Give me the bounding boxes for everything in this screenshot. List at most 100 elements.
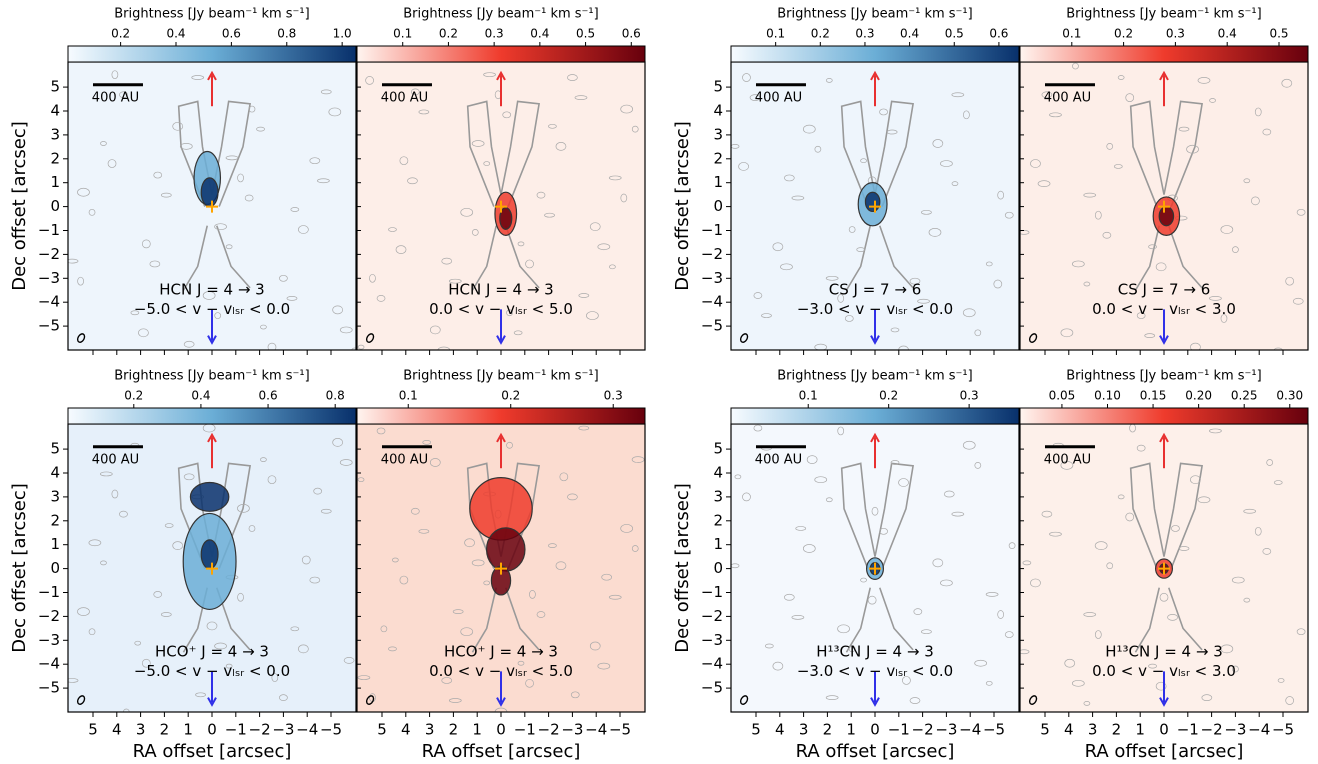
- noise-contour: [742, 492, 751, 502]
- outflow-contour: [845, 587, 872, 653]
- noise-contour: [597, 662, 611, 670]
- noise-contour: [290, 626, 300, 632]
- noise-contour: [825, 497, 833, 503]
- scale-bar-label: 400 AU: [92, 452, 139, 467]
- noise-contour: [357, 477, 365, 483]
- noise-contour: [418, 109, 430, 115]
- scale-bar-label: 400 AU: [755, 90, 802, 105]
- noise-contour: [940, 160, 953, 167]
- noise-contour: [913, 608, 923, 615]
- noise-contour: [172, 121, 184, 131]
- source-marker: [495, 562, 507, 575]
- line-label: HCO⁺ J = 4 → 3: [155, 643, 269, 661]
- noise-contour: [791, 615, 805, 620]
- noise-contour: [1106, 143, 1114, 150]
- outflow-contour: [216, 225, 251, 289]
- x-tick-label: −5: [1272, 721, 1294, 739]
- noise-contour: [1155, 262, 1167, 272]
- noise-contour: [448, 278, 462, 284]
- noise-contour: [77, 607, 90, 616]
- colorbar: [730, 45, 1020, 63]
- emission-blob: [499, 207, 513, 230]
- panel: 400 AU CS J = 7 → 60.0 < v − vₗₛᵣ < 3.0: [1020, 62, 1308, 350]
- noise-contour: [1060, 328, 1074, 338]
- colorbar: [356, 45, 646, 63]
- noise-contour: [1190, 342, 1201, 350]
- colorbar-tick-label: 0.8: [326, 389, 345, 403]
- noise-contour: [932, 139, 944, 148]
- y-tick-label: −4: [38, 293, 60, 311]
- noise-contour: [506, 441, 513, 449]
- noise-contour: [111, 489, 119, 499]
- noise-contour: [890, 327, 900, 333]
- noise-contour: [309, 576, 321, 584]
- noise-contour: [1037, 180, 1051, 188]
- noise-contour: [309, 157, 321, 165]
- noise-contour: [1060, 460, 1074, 470]
- scale-bar-label: 400 AU: [381, 90, 428, 105]
- noise-contour: [879, 108, 888, 116]
- outflow-contour: [1163, 100, 1204, 207]
- noise-contour: [506, 309, 513, 317]
- noise-contour: [974, 329, 982, 337]
- noise-contour: [871, 506, 879, 516]
- noise-contour: [68, 258, 79, 264]
- colorbar-tick-label: 0.4: [900, 27, 919, 41]
- noise-contour: [1243, 178, 1251, 184]
- noise-contour: [1262, 128, 1272, 136]
- colorbar-tick-label: 0.1: [393, 27, 412, 41]
- scale-bar-label: 400 AU: [381, 452, 428, 467]
- velocity-range: −5.0 < v − vₗₛᵣ < 0.0: [134, 662, 290, 680]
- y-tick-label: 2: [50, 511, 60, 529]
- x-tick-label: −1: [225, 721, 247, 739]
- noise-contour: [761, 313, 772, 318]
- x-tick-label: 5: [751, 721, 761, 739]
- noise-contour: [1197, 77, 1211, 84]
- outflow-contour: [874, 100, 915, 207]
- noise-contour: [525, 259, 534, 269]
- noise-contour: [214, 223, 227, 231]
- source-marker: [495, 200, 507, 213]
- velocity-range: −3.0 < v − vₗₛᵣ < 0.0: [797, 300, 953, 318]
- noise-contour: [214, 642, 227, 650]
- noise-contour: [237, 592, 244, 602]
- noise-contour: [320, 508, 332, 514]
- noise-contour: [921, 629, 932, 635]
- noise-contour: [517, 660, 525, 666]
- noise-contour: [867, 595, 877, 605]
- colorbar-tick-label: 0.4: [530, 27, 549, 41]
- beam: [739, 695, 749, 705]
- y-tick-label: 5: [50, 78, 60, 96]
- x-axis-label: RA offset [arcsec]: [1085, 741, 1244, 762]
- line-label: H¹³CN J = 4 → 3: [816, 643, 934, 661]
- outflow-contour: [840, 462, 876, 569]
- noise-contour: [567, 493, 578, 501]
- y-tick-label: 3: [713, 125, 723, 143]
- noise-contour: [753, 424, 763, 432]
- noise-contour: [608, 175, 622, 181]
- colorbar-tick-label: 0.4: [1218, 27, 1237, 41]
- noise-contour: [191, 75, 205, 80]
- y-tick-label: −3: [38, 269, 60, 287]
- noise-contour: [1030, 159, 1041, 168]
- noise-contour: [343, 657, 355, 664]
- y-tick-label: −4: [38, 655, 60, 673]
- noise-contour: [1071, 260, 1085, 268]
- noise-contour: [1209, 296, 1222, 301]
- outflow-contour: [845, 225, 872, 291]
- colorbar-tick-label: 0.5: [945, 27, 964, 41]
- noise-contour: [1004, 631, 1014, 638]
- x-tick-label: 1: [183, 721, 193, 739]
- noise-contour: [780, 263, 793, 271]
- noise-contour: [529, 590, 536, 599]
- y-tick-label: 3: [50, 125, 60, 143]
- y-tick-label: 0: [50, 559, 60, 577]
- velocity-range: 0.0 < v − vₗₛᵣ < 5.0: [429, 662, 573, 680]
- noise-contour: [837, 294, 845, 303]
- beam: [739, 333, 749, 343]
- noise-contour: [122, 708, 130, 712]
- noise-contour: [890, 460, 900, 465]
- y-tick-label: −1: [701, 583, 723, 601]
- x-tick-label: −3: [1224, 721, 1246, 739]
